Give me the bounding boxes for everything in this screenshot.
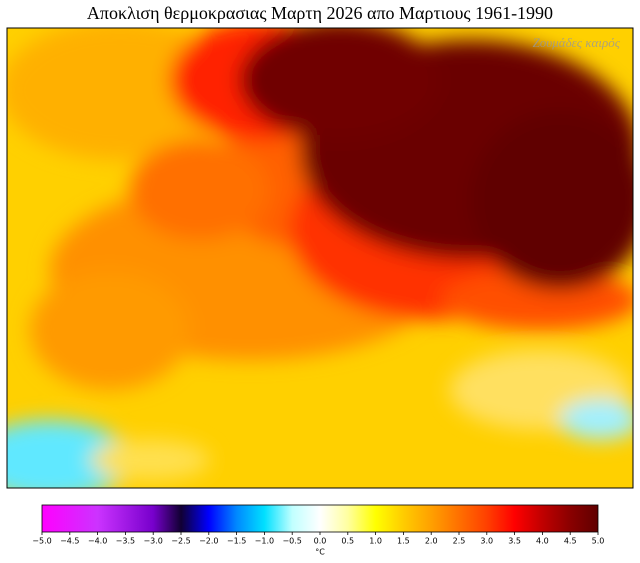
tick-label: 2.5 [453,537,466,546]
watermark: Ζουμάδες καιρός [533,35,621,50]
tick-label: −4.5 [60,537,79,546]
tick-label: 2.0 [425,537,438,546]
tick-label: 4.0 [536,537,549,546]
tick-label: −3.0 [143,537,162,546]
tick-label: 3.5 [508,537,521,546]
tick-label: 1.5 [397,537,410,546]
tick-label: −2.5 [171,537,190,546]
colorbar-label: °C [315,548,325,557]
map-frame [6,27,634,489]
tick-label: 3.0 [480,537,493,546]
tick-label: −1.5 [227,537,246,546]
tick-label: −4.0 [88,537,107,546]
tick-label: −5.0 [32,537,51,546]
anomaly-map [7,28,633,488]
colorbar [41,504,599,533]
tick-label: −0.5 [282,537,301,546]
tick-label: 5.0 [592,537,605,546]
tick-label: −3.5 [116,537,135,546]
tick-label: 0.0 [314,537,327,546]
tick-label: 4.5 [564,537,577,546]
tick-label: 0.5 [341,537,354,546]
tick-label: −1.0 [255,537,274,546]
colorbar-ticks: −5.0 −4.5 −4.0 −3.5 −3.0 −2.5 −2.0 −1.5 −1.0 −0.5… [32,532,604,546]
title: Αποκλιση θερμοκρασιας Μαρτη 2026 απο Μαρ… [87,3,553,23]
tick-label: −2.0 [199,537,218,546]
tick-label: 1.0 [369,537,382,546]
